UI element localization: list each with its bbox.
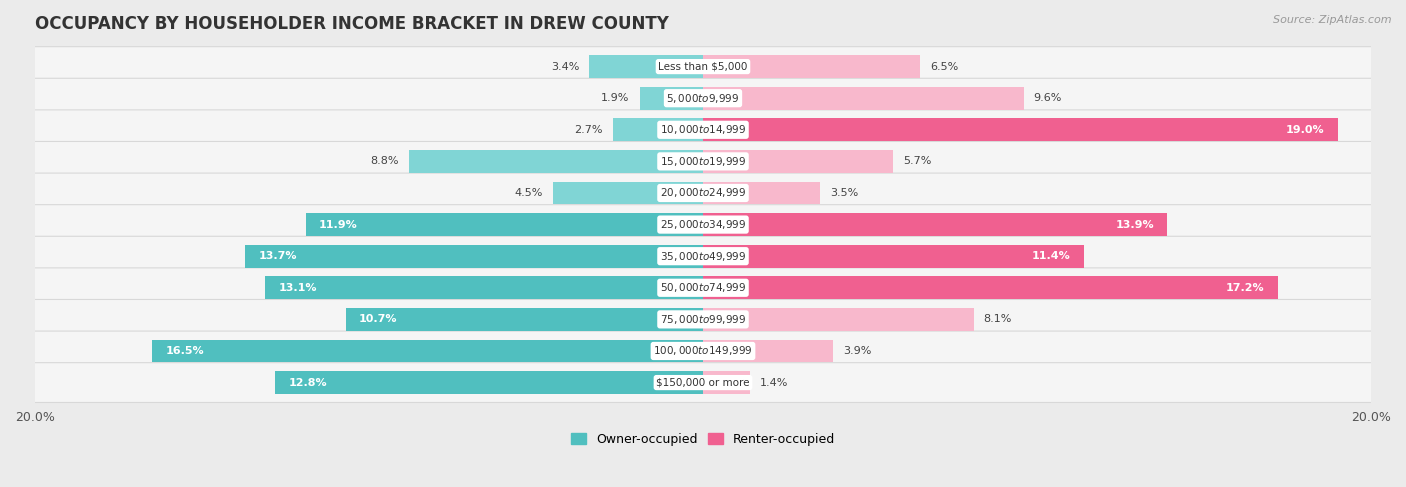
Text: $25,000 to $34,999: $25,000 to $34,999 [659, 218, 747, 231]
FancyBboxPatch shape [30, 331, 1376, 371]
Text: 10.7%: 10.7% [359, 315, 398, 324]
FancyBboxPatch shape [30, 268, 1376, 308]
Text: 17.2%: 17.2% [1226, 283, 1264, 293]
FancyBboxPatch shape [30, 110, 1376, 150]
Bar [703, 182, 820, 205]
FancyBboxPatch shape [30, 363, 1376, 402]
Text: 8.8%: 8.8% [371, 156, 399, 167]
Bar [409, 150, 703, 173]
Bar [703, 339, 834, 362]
Bar [613, 118, 703, 141]
Bar [703, 245, 1084, 267]
Bar [703, 87, 1024, 110]
Text: 3.9%: 3.9% [844, 346, 872, 356]
Bar [553, 182, 703, 205]
FancyBboxPatch shape [30, 300, 1376, 339]
Legend: Owner-occupied, Renter-occupied: Owner-occupied, Renter-occupied [567, 428, 839, 451]
Bar [703, 55, 920, 78]
Text: $150,000 or more: $150,000 or more [657, 377, 749, 388]
Text: Source: ZipAtlas.com: Source: ZipAtlas.com [1274, 15, 1392, 25]
Bar [703, 308, 973, 331]
Text: $10,000 to $14,999: $10,000 to $14,999 [659, 123, 747, 136]
Text: $50,000 to $74,999: $50,000 to $74,999 [659, 281, 747, 294]
Text: 9.6%: 9.6% [1033, 93, 1062, 103]
Text: 6.5%: 6.5% [931, 61, 959, 72]
Text: 2.7%: 2.7% [574, 125, 603, 135]
Bar [589, 55, 703, 78]
Text: 12.8%: 12.8% [288, 377, 328, 388]
FancyBboxPatch shape [30, 78, 1376, 118]
Bar [276, 371, 703, 394]
Bar [152, 339, 703, 362]
Bar [703, 213, 1167, 236]
Bar [703, 150, 893, 173]
FancyBboxPatch shape [30, 205, 1376, 244]
FancyBboxPatch shape [30, 142, 1376, 181]
Text: 11.9%: 11.9% [319, 220, 357, 229]
Text: OCCUPANCY BY HOUSEHOLDER INCOME BRACKET IN DREW COUNTY: OCCUPANCY BY HOUSEHOLDER INCOME BRACKET … [35, 15, 669, 33]
Text: 13.1%: 13.1% [278, 283, 318, 293]
Bar [246, 245, 703, 267]
Bar [640, 87, 703, 110]
Text: 5.7%: 5.7% [904, 156, 932, 167]
Bar [266, 277, 703, 299]
Bar [703, 277, 1278, 299]
Text: 11.4%: 11.4% [1032, 251, 1070, 261]
Text: 8.1%: 8.1% [984, 315, 1012, 324]
Text: 16.5%: 16.5% [166, 346, 204, 356]
Text: $5,000 to $9,999: $5,000 to $9,999 [666, 92, 740, 105]
Bar [703, 118, 1337, 141]
Text: 13.9%: 13.9% [1115, 220, 1154, 229]
Bar [305, 213, 703, 236]
Text: $75,000 to $99,999: $75,000 to $99,999 [659, 313, 747, 326]
Bar [703, 371, 749, 394]
Text: 3.5%: 3.5% [830, 188, 858, 198]
Text: 19.0%: 19.0% [1285, 125, 1324, 135]
Text: $100,000 to $149,999: $100,000 to $149,999 [654, 344, 752, 357]
Text: $20,000 to $24,999: $20,000 to $24,999 [659, 187, 747, 200]
Text: 13.7%: 13.7% [259, 251, 297, 261]
Text: 3.4%: 3.4% [551, 61, 579, 72]
Text: 1.4%: 1.4% [759, 377, 789, 388]
Text: 4.5%: 4.5% [515, 188, 543, 198]
Text: $35,000 to $49,999: $35,000 to $49,999 [659, 250, 747, 262]
Text: Less than $5,000: Less than $5,000 [658, 61, 748, 72]
FancyBboxPatch shape [30, 173, 1376, 213]
FancyBboxPatch shape [30, 47, 1376, 87]
Text: $15,000 to $19,999: $15,000 to $19,999 [659, 155, 747, 168]
FancyBboxPatch shape [30, 236, 1376, 276]
Bar [346, 308, 703, 331]
Text: 1.9%: 1.9% [602, 93, 630, 103]
